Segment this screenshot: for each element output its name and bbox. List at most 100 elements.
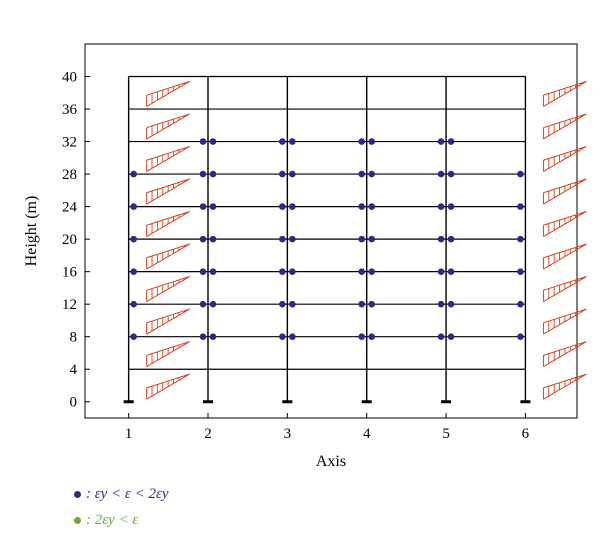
y-tick-label: 0 — [70, 395, 78, 411]
drift-profile — [542, 373, 587, 400]
hinge-point — [517, 333, 524, 340]
hinge-point — [368, 268, 376, 275]
y-tick-label: 24 — [62, 200, 78, 216]
hinge-point — [437, 170, 445, 178]
hinge-point — [289, 203, 296, 210]
drift-profile — [542, 113, 587, 140]
x-axis-label: Axis — [316, 453, 346, 470]
hinge-point — [368, 235, 376, 243]
hinge-point — [130, 300, 137, 308]
legend-marker-2 — [74, 517, 81, 525]
hinge-point — [209, 268, 217, 275]
drift-profile — [542, 211, 587, 237]
hinge-point — [289, 268, 296, 275]
hinge-point — [437, 138, 445, 145]
hinge-point — [199, 235, 207, 243]
hinge-point — [279, 235, 286, 243]
hinge-point — [279, 268, 286, 275]
hinge-point — [437, 333, 445, 340]
x-tick-label: 6 — [522, 426, 530, 442]
profile-slope-line — [543, 308, 587, 335]
building-frame — [123, 75, 531, 404]
x-tick-label: 2 — [204, 426, 212, 442]
legend-item-2: : 2εy < ε — [74, 512, 138, 529]
hinge-markers — [130, 138, 524, 340]
hinge-point — [447, 333, 455, 340]
profile-top-line — [146, 178, 190, 194]
hinge-point — [279, 333, 286, 340]
hinge-point — [209, 170, 217, 178]
hinge-point — [209, 333, 217, 340]
drift-profile — [146, 211, 190, 237]
hinge-point — [289, 170, 296, 178]
y-tick-label: 20 — [62, 232, 77, 248]
hinge-point — [130, 170, 137, 178]
hinge-point — [279, 300, 286, 308]
hinge-point — [199, 138, 207, 145]
hinge-point — [289, 300, 296, 308]
y-tick-label: 8 — [70, 330, 78, 346]
hinge-point — [447, 300, 455, 308]
x-axis-ticks: 1 2 3 4 5 6 — [125, 413, 530, 442]
drift-profile — [146, 113, 190, 140]
drift-profile — [542, 341, 587, 368]
y-tick-label: 36 — [62, 102, 78, 118]
hinge-point — [358, 170, 366, 178]
drift-profile — [146, 308, 190, 335]
profile-top-line — [543, 113, 587, 129]
hinge-point — [358, 203, 366, 210]
hinge-point — [517, 300, 524, 308]
y-tick-label: 32 — [62, 135, 77, 151]
hinge-point — [447, 235, 455, 243]
hinge-point — [358, 138, 366, 145]
hinge-point — [358, 268, 366, 275]
hinge-point — [517, 235, 524, 243]
hinge-point — [199, 203, 207, 210]
hinge-point — [358, 333, 366, 340]
drift-profile — [146, 341, 190, 368]
hinge-point — [437, 203, 445, 210]
hinge-point — [279, 138, 286, 145]
hinge-point — [358, 235, 366, 243]
hinge-point — [199, 268, 207, 275]
y-axis-label: Height (m) — [23, 196, 40, 267]
profile-slope-line — [543, 146, 587, 172]
y-tick-label: 16 — [62, 265, 78, 281]
hinge-point — [447, 170, 455, 178]
hinge-point — [199, 170, 207, 178]
hinge-point — [279, 203, 286, 210]
hinge-point — [437, 235, 445, 243]
x-tick-label: 4 — [363, 426, 371, 442]
hinge-point — [209, 300, 217, 308]
x-tick-label: 3 — [284, 426, 292, 442]
y-tick-label: 40 — [62, 70, 77, 86]
hinge-point — [368, 170, 376, 178]
hinge-point — [130, 268, 137, 275]
drift-profile — [542, 80, 587, 107]
y-axis-ticks: 0 4 8 12 16 20 24 28 32 36 40 — [62, 70, 90, 411]
hinge-point — [368, 333, 376, 340]
drift-profile — [146, 80, 190, 107]
drift-profile — [146, 276, 190, 303]
drift-profile — [146, 243, 190, 270]
drift-profile — [542, 308, 587, 335]
drift-profile — [542, 145, 587, 172]
hinge-point — [517, 170, 524, 178]
drift-profile — [146, 178, 190, 205]
hinge-point — [130, 333, 137, 340]
profile-slope-line — [146, 308, 190, 335]
drift-profile — [542, 178, 587, 205]
legend-label-2: : 2εy < ε — [86, 512, 139, 528]
axes-box — [84, 43, 578, 419]
hinge-point — [279, 170, 286, 178]
hinge-point — [199, 333, 207, 340]
hinge-point — [368, 203, 376, 210]
hinge-point — [209, 235, 217, 243]
x-tick-label: 5 — [442, 426, 450, 442]
hinge-point — [289, 235, 296, 243]
drift-profile — [146, 373, 190, 400]
profile-top-line — [146, 113, 190, 129]
hinge-point — [209, 203, 217, 210]
hinge-point — [358, 300, 366, 308]
